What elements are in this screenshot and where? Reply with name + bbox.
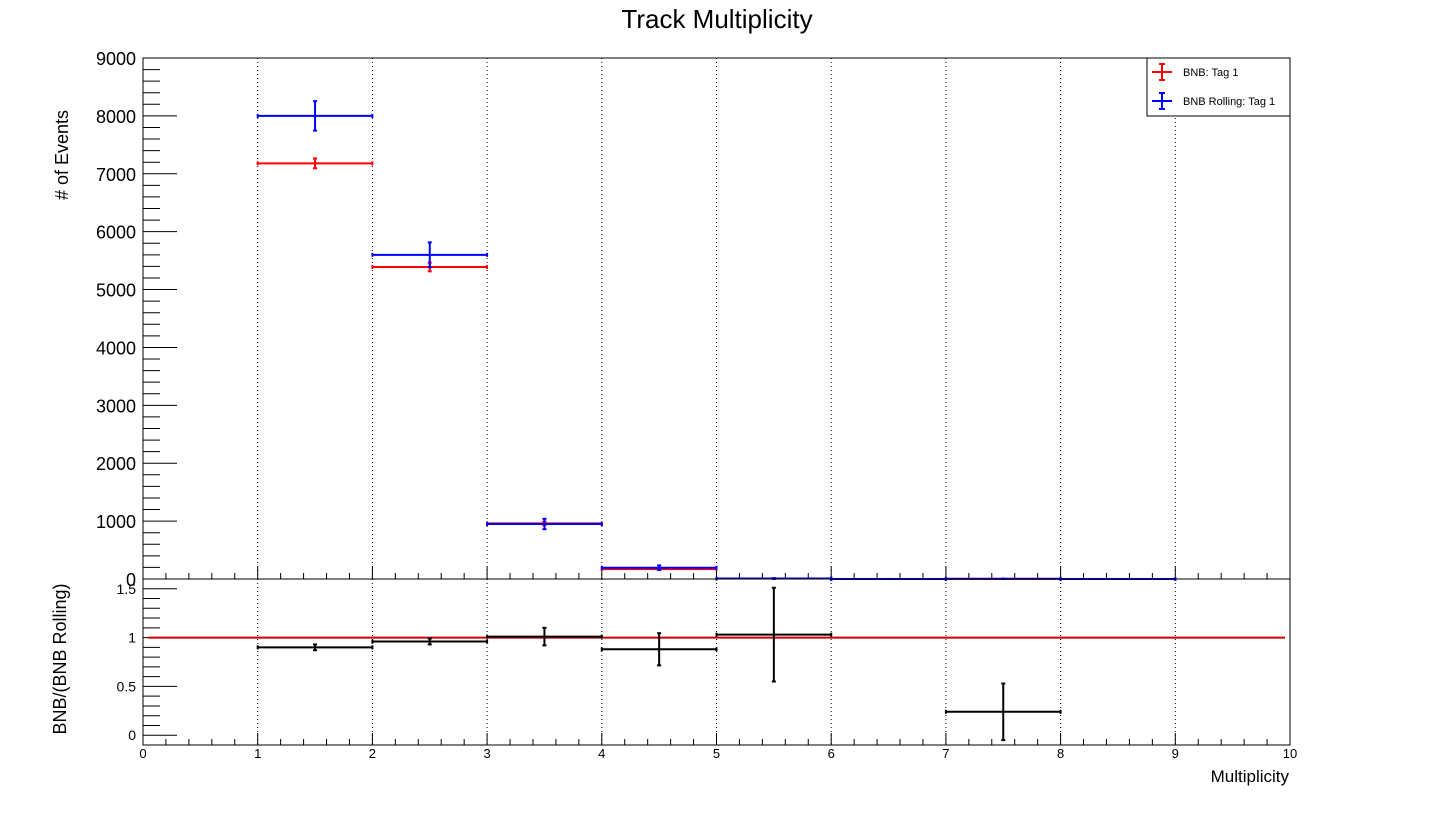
x-tick-label: 7 [942, 746, 949, 761]
data-point [256, 643, 374, 652]
y-tick-label: 8000 [96, 107, 136, 127]
ratio-y-tick-labels: 0 0.5 1 1.5 [117, 581, 137, 743]
y-tick-label: 0 [128, 727, 136, 743]
ratio-plot-frame [142, 578, 1291, 746]
y-tick-label: 0 [126, 570, 136, 590]
legend-marker-bnb-rolling [1152, 92, 1172, 110]
x-tick-label: 4 [598, 746, 605, 761]
x-tick-label: 5 [713, 746, 720, 761]
data-point [600, 632, 718, 667]
x-tick-label: 9 [1172, 746, 1179, 761]
legend: BNB: Tag 1 BNB Rolling: Tag 1 [1146, 57, 1291, 117]
y-tick-label: 4000 [96, 338, 136, 358]
top-y-tick-labels: 0 1000 2000 3000 4000 5000 6000 7000 8000 9000 [96, 49, 136, 590]
data-point [486, 626, 603, 647]
x-tick-label: 3 [483, 746, 490, 761]
data-point [944, 682, 1062, 742]
legend-box [1146, 57, 1291, 117]
x-tick-label: 0 [139, 746, 146, 761]
x-tick-label: 1 [254, 746, 261, 761]
y-tick-label: 2000 [96, 454, 136, 474]
chart-title: Track Multiplicity [621, 4, 812, 34]
x-tick-labels: 0 1 2 3 4 5 6 7 8 9 10 [139, 746, 1297, 761]
x-axis-label: Multiplicity [1211, 767, 1290, 786]
top-grid-lines [257, 58, 1176, 579]
data-point [256, 100, 374, 132]
data-point [600, 564, 718, 572]
legend-label-bnb-rolling: BNB Rolling: Tag 1 [1183, 96, 1275, 108]
x-tick-label: 2 [369, 746, 376, 761]
y-tick-label: 9000 [96, 49, 136, 69]
y-tick-label: 0.5 [117, 678, 137, 694]
top-data-marks [256, 100, 1177, 581]
x-tick-label: 6 [828, 746, 835, 761]
x-tick-label: 8 [1057, 746, 1064, 761]
ratio-data-marks [256, 586, 1062, 742]
y-tick-label: 1 [128, 630, 136, 646]
data-point [715, 586, 833, 683]
legend-label-bnb: BNB: Tag 1 [1183, 67, 1238, 79]
y-tick-label: 3000 [96, 396, 136, 416]
data-point [256, 157, 374, 170]
y-tick-label: 1000 [96, 512, 136, 532]
ratio-grid-lines [257, 579, 1176, 745]
x-tick-label: 10 [1283, 746, 1297, 761]
y-tick-label: 5000 [96, 281, 136, 301]
data-point [486, 517, 603, 531]
y-tick-label: 7000 [96, 165, 136, 185]
top-y-axis-label: # of Events [52, 110, 72, 200]
data-point [371, 637, 489, 646]
y-tick-label: 1.5 [117, 581, 137, 597]
legend-marker-bnb [1152, 63, 1172, 81]
y-tick-label: 6000 [96, 223, 136, 243]
data-point [371, 241, 489, 269]
ratio-axis-ticks [142, 578, 1291, 746]
ratio-y-axis-label: BNB/(BNB Rolling) [50, 583, 70, 734]
